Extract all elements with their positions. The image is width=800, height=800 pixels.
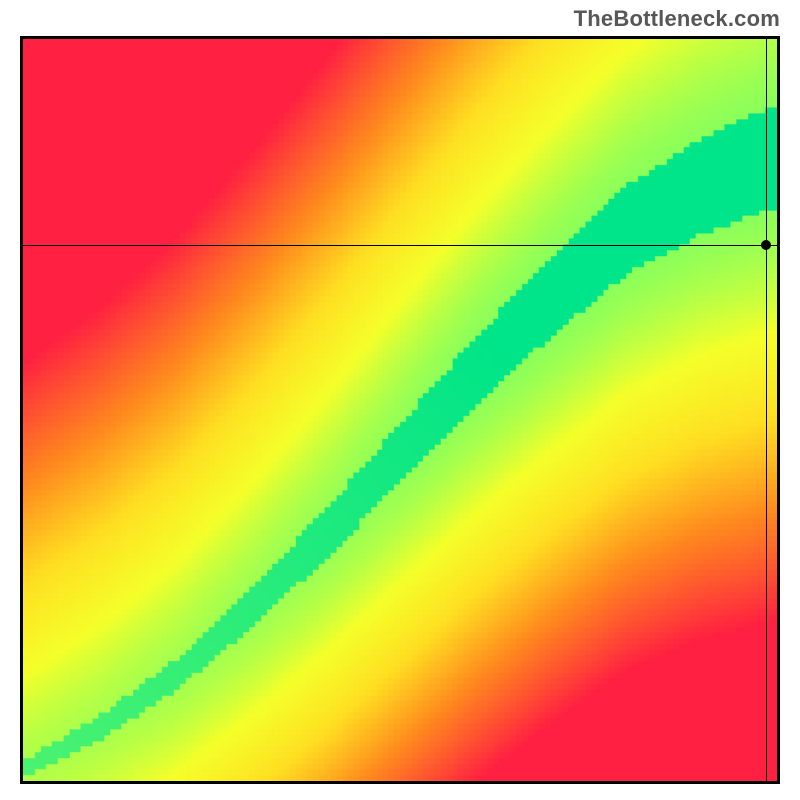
watermark-text: TheBottleneck.com [574,6,780,32]
heatmap-canvas [23,39,777,781]
heatmap-container [23,39,777,781]
plot-area [20,36,780,784]
